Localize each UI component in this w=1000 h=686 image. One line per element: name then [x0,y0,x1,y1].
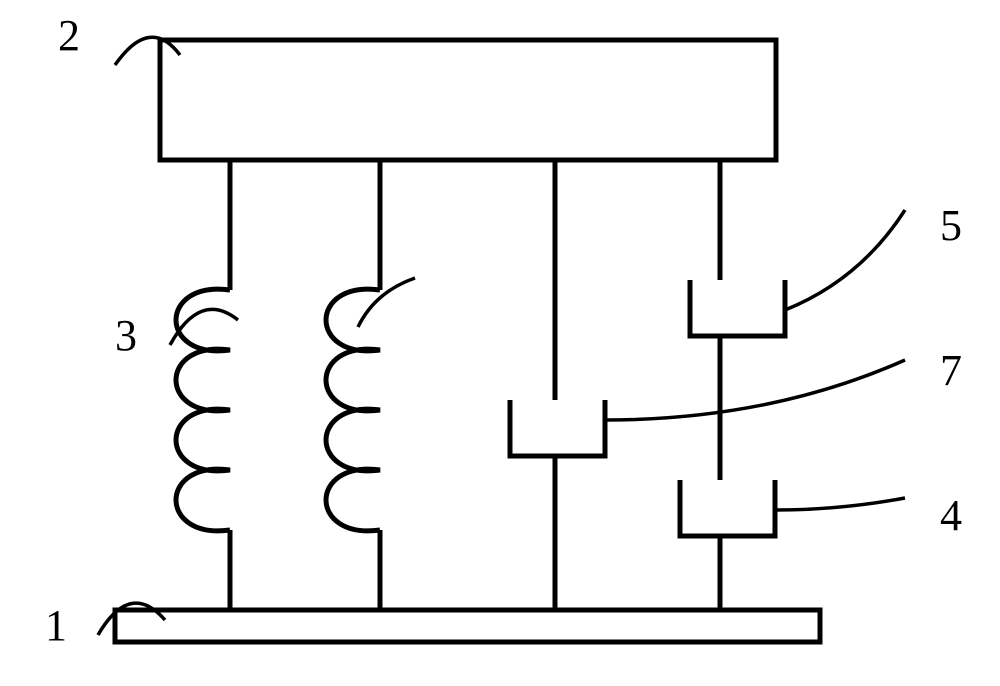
component-box-5 [690,280,785,336]
right-coil [326,289,380,531]
leader-7 [605,360,905,420]
schematic-diagram: 2 3 5 7 4 1 [0,0,1000,686]
leader-3-right [358,278,415,327]
label-7: 7 [940,346,962,395]
label-1: 1 [45,601,67,650]
label-4: 4 [940,491,962,540]
label-3: 3 [115,311,137,360]
label-5: 5 [940,201,962,250]
right-coil-assembly [326,160,380,610]
label-2: 2 [58,11,80,60]
leader-5 [785,210,905,310]
component-box-4 [680,480,775,536]
bottom-block [115,610,820,642]
left-coil-assembly [176,160,230,610]
leader-3-left [170,309,238,345]
leader-4 [775,498,905,510]
component-box-7 [510,400,605,456]
top-block [160,40,776,160]
